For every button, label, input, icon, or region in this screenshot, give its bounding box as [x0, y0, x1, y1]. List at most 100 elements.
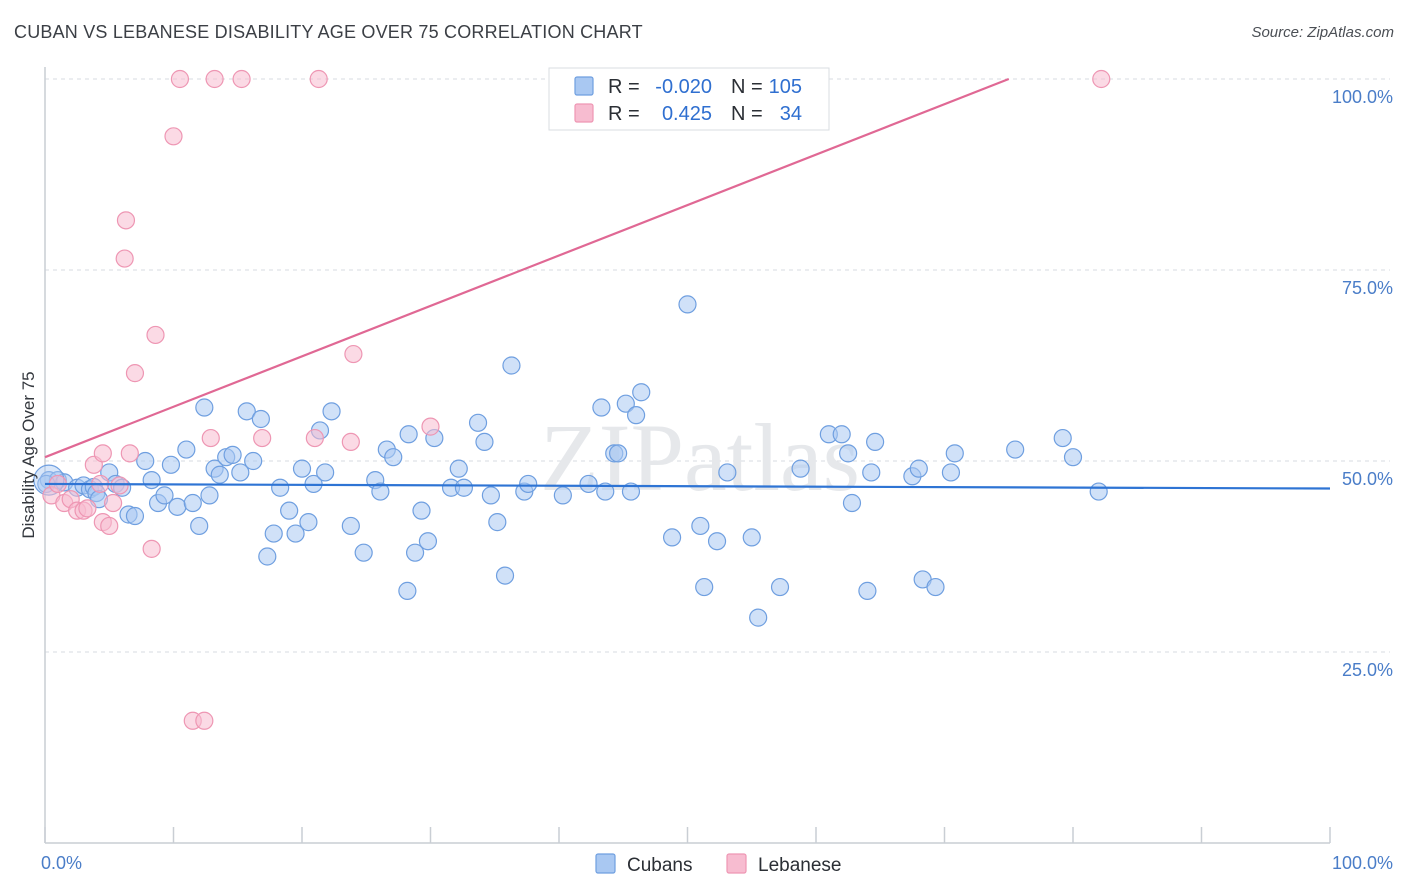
- cubans-point: [418, 532, 438, 551]
- cubans-point: [791, 459, 810, 478]
- cubans-point: [842, 493, 862, 513]
- lebanese-point: [170, 69, 190, 89]
- cubans-point: [142, 471, 161, 490]
- lebanese-point: [201, 428, 220, 448]
- cubans-point: [519, 474, 538, 494]
- gridlines: [45, 78, 1390, 653]
- cubans-point: [190, 516, 209, 536]
- cubans-point: [616, 394, 635, 413]
- cubans-points: [33, 295, 1108, 627]
- cubans-point: [258, 547, 277, 566]
- cubans-point: [839, 444, 858, 463]
- lebanese-point: [232, 69, 251, 89]
- cubans-point: [770, 577, 790, 597]
- lebanese-point: [116, 211, 136, 230]
- legend-r-value: 0.425: [662, 103, 712, 125]
- y-tick-label: 25.0%: [1342, 660, 1393, 680]
- x-ticks: [44, 827, 1331, 843]
- legend-swatch-cubans: [574, 76, 594, 96]
- cubans-point: [449, 459, 468, 478]
- cubans-point: [177, 440, 196, 459]
- watermark: ZIPatlas: [540, 404, 860, 511]
- cubans-point: [316, 463, 335, 482]
- cubans-point: [271, 478, 290, 497]
- lebanese-point: [120, 444, 139, 463]
- cubans-point: [398, 581, 417, 600]
- legend-r-label: R =: [608, 76, 640, 98]
- legend-swatch-lebanese: [574, 103, 594, 123]
- legend-label-cubans[interactable]: Cubans: [627, 855, 693, 876]
- y-axis-label: Disability Age Over 75: [19, 371, 38, 538]
- cubans-point: [632, 383, 651, 402]
- legend-n-value: 105: [769, 76, 802, 98]
- cubans-point: [286, 524, 305, 543]
- cubans-point: [384, 448, 403, 467]
- cubans-point: [502, 356, 521, 375]
- cubans-point: [454, 478, 474, 497]
- cubans-point: [749, 608, 768, 627]
- cubans-point: [292, 459, 312, 478]
- correlation-legend: R = -0.020 N = 105 R = 0.425 N = 34: [548, 67, 830, 131]
- legend-swatch-cubans[interactable]: [595, 853, 616, 874]
- cubans-point: [195, 398, 214, 417]
- cubans-point: [161, 455, 181, 474]
- x-tick-label-max: 100.0%: [1332, 853, 1393, 873]
- chart-title: CUBAN VS LEBANESE DISABILITY AGE OVER 75…: [14, 22, 643, 42]
- lebanese-point: [253, 428, 272, 448]
- cubans-point: [371, 482, 390, 501]
- lebanese-point: [104, 493, 123, 513]
- legend-label-lebanese[interactable]: Lebanese: [758, 855, 841, 876]
- cubans-point: [1053, 428, 1072, 448]
- cubans-point: [354, 543, 373, 562]
- cubans-point: [609, 444, 628, 463]
- lebanese-point: [195, 711, 214, 730]
- cubans-point: [488, 513, 507, 532]
- cubans-point: [237, 402, 256, 421]
- lebanese-point: [305, 428, 324, 448]
- cubans-point: [553, 486, 572, 505]
- lebanese-point: [1092, 69, 1111, 89]
- cubans-point: [862, 463, 881, 482]
- cubans-point: [718, 463, 737, 482]
- lebanese-point: [125, 364, 145, 383]
- lebanese-point: [205, 69, 224, 89]
- legend-r-value: -0.020: [655, 76, 712, 98]
- cubans-point: [579, 474, 598, 494]
- cubans-point: [832, 425, 851, 444]
- trend-lines: [44, 77, 1331, 490]
- cubans-point: [621, 482, 641, 501]
- legend-swatch-lebanese[interactable]: [726, 853, 747, 874]
- cubans-point: [481, 486, 500, 505]
- lebanese-point: [341, 432, 360, 451]
- legend-n-value: 34: [780, 103, 802, 125]
- cubans-point: [926, 577, 945, 597]
- cubans-point: [136, 451, 155, 471]
- lebanese-trend-line: [44, 77, 1010, 459]
- cubans-point: [691, 516, 710, 536]
- cubans-point: [945, 444, 964, 463]
- lebanese-point: [146, 325, 165, 345]
- lebanese-points: [42, 69, 1111, 730]
- cubans-point: [495, 566, 515, 585]
- lebanese-point: [344, 344, 363, 364]
- cubans-point: [1006, 440, 1025, 459]
- lebanese-point: [142, 539, 161, 558]
- cubans-point: [866, 432, 885, 451]
- cubans-point: [251, 409, 270, 429]
- cubans-point: [909, 459, 928, 478]
- cubans-point: [223, 445, 242, 464]
- cubans-point: [662, 528, 682, 547]
- cubans-point: [341, 516, 360, 536]
- cubans-point: [299, 513, 318, 532]
- lebanese-point: [309, 69, 328, 89]
- source-credit: Source: ZipAtlas.com: [1251, 24, 1394, 41]
- lebanese-point: [100, 516, 119, 536]
- lebanese-point: [110, 476, 129, 495]
- y-tick-labels: 25.0% 50.0% 75.0% 100.0%: [1332, 87, 1393, 680]
- cubans-point: [695, 577, 714, 597]
- y-tick-label: 75.0%: [1342, 278, 1393, 298]
- cubans-point: [626, 406, 646, 425]
- cubans-point: [858, 581, 877, 600]
- cubans-point: [707, 532, 727, 551]
